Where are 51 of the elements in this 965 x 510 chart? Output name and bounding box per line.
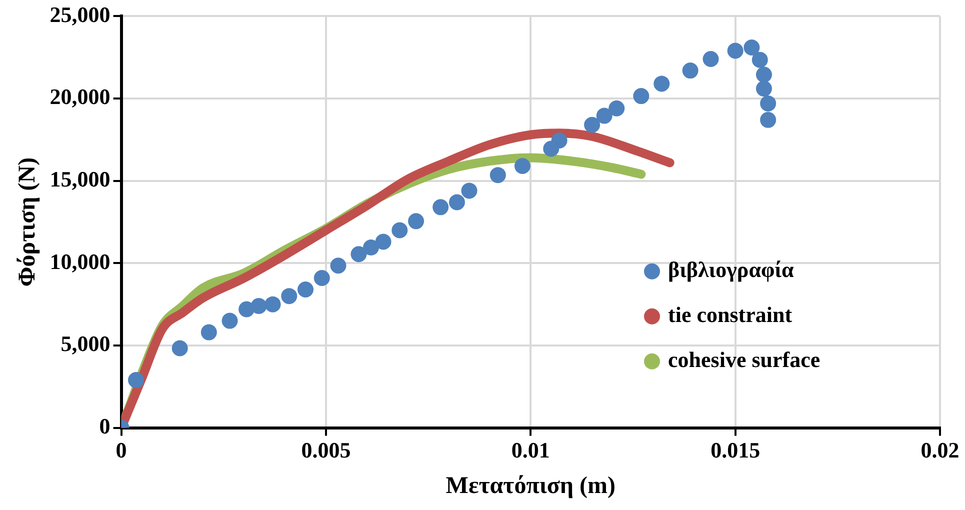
- y-tick-label: 0: [99, 413, 110, 438]
- point: [314, 270, 330, 286]
- point: [633, 88, 650, 104]
- point: [756, 80, 772, 97]
- point: [250, 298, 267, 314]
- point: [330, 258, 346, 274]
- x-tick-label: 0.015: [710, 438, 760, 463]
- point: [222, 312, 238, 329]
- point: [584, 116, 600, 133]
- point: [392, 222, 408, 238]
- point: [408, 213, 424, 230]
- x-tick-label: 0.02: [920, 438, 960, 463]
- point: [760, 95, 776, 112]
- point: [128, 372, 144, 388]
- point: [760, 112, 776, 128]
- point: [264, 296, 281, 312]
- point: [514, 158, 530, 174]
- x-axis-title: Μετατόπιση (m): [446, 472, 616, 499]
- point: [752, 52, 768, 68]
- point: [744, 39, 760, 56]
- point: [172, 340, 188, 356]
- point: [654, 76, 670, 92]
- point: [596, 108, 612, 124]
- point: [551, 132, 568, 149]
- legend-label: βιβλιογραφία: [668, 257, 795, 282]
- point: [200, 324, 217, 340]
- point: [281, 288, 298, 304]
- y-tick-label: 5,000: [60, 331, 110, 356]
- point: [350, 246, 367, 262]
- y-tick-label: 10,000: [50, 248, 110, 274]
- y-axis-title: Φόρτιση (N): [14, 157, 41, 287]
- legend-label: tie constraint: [668, 302, 793, 328]
- x-tick-label: 0.01: [511, 438, 550, 463]
- point: [727, 42, 744, 59]
- x-tick-label: 0.005: [301, 438, 351, 463]
- point: [682, 62, 698, 79]
- point: [375, 234, 392, 250]
- point: [448, 194, 465, 210]
- y-tick-label: 25,000: [50, 2, 110, 27]
- point: [608, 100, 625, 116]
- point: [490, 167, 506, 184]
- point: [298, 282, 314, 298]
- point: [432, 199, 449, 216]
- x-tick-label: 0: [116, 438, 127, 463]
- point: [363, 240, 380, 256]
- y-tick-label: 20,000: [50, 84, 110, 110]
- point: [461, 182, 478, 199]
- point: [756, 66, 772, 83]
- y-tick-label: 15,000: [50, 166, 110, 192]
- legend-label: cohesive surface: [668, 347, 820, 372]
- point: [702, 51, 719, 68]
